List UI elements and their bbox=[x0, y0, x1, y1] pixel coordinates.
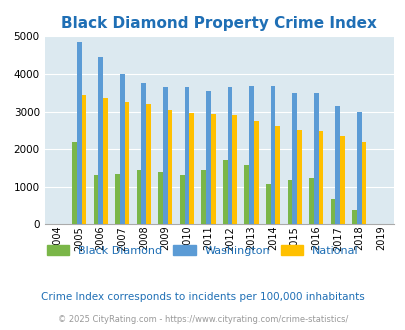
Bar bbox=[308, 178, 313, 224]
Bar bbox=[253, 121, 258, 224]
Bar bbox=[77, 42, 81, 224]
Bar bbox=[124, 102, 129, 224]
Bar bbox=[98, 57, 103, 224]
Bar bbox=[222, 160, 227, 224]
Title: Black Diamond Property Crime Index: Black Diamond Property Crime Index bbox=[61, 16, 376, 31]
Bar bbox=[352, 210, 356, 224]
Bar bbox=[232, 115, 237, 224]
Bar bbox=[179, 176, 184, 224]
Bar bbox=[313, 93, 318, 224]
Bar bbox=[210, 114, 215, 224]
Bar bbox=[94, 176, 98, 224]
Bar bbox=[227, 87, 232, 224]
Bar bbox=[330, 199, 335, 224]
Bar bbox=[136, 170, 141, 224]
Bar bbox=[356, 112, 361, 224]
Bar bbox=[81, 95, 86, 224]
Bar bbox=[167, 110, 172, 224]
Bar bbox=[184, 87, 189, 224]
Bar bbox=[115, 174, 119, 224]
Bar bbox=[361, 142, 366, 224]
Bar bbox=[72, 142, 77, 224]
Bar bbox=[270, 86, 275, 224]
Bar bbox=[249, 86, 253, 224]
Bar bbox=[162, 87, 167, 224]
Bar bbox=[296, 130, 301, 224]
Bar bbox=[158, 172, 162, 224]
Bar bbox=[189, 114, 194, 224]
Bar bbox=[287, 180, 292, 224]
Bar bbox=[119, 74, 124, 224]
Bar bbox=[265, 184, 270, 224]
Bar bbox=[318, 131, 322, 224]
Bar bbox=[335, 106, 339, 224]
Bar bbox=[339, 136, 344, 224]
Bar bbox=[103, 98, 108, 224]
Bar bbox=[146, 104, 151, 224]
Text: © 2025 CityRating.com - https://www.cityrating.com/crime-statistics/: © 2025 CityRating.com - https://www.city… bbox=[58, 315, 347, 324]
Bar bbox=[201, 170, 206, 224]
Bar bbox=[206, 91, 210, 224]
Bar bbox=[244, 165, 249, 224]
Bar bbox=[292, 93, 296, 224]
Legend: Black Diamond, Washington, National: Black Diamond, Washington, National bbox=[43, 240, 362, 260]
Bar bbox=[141, 83, 146, 224]
Text: Crime Index corresponds to incidents per 100,000 inhabitants: Crime Index corresponds to incidents per… bbox=[41, 292, 364, 302]
Bar bbox=[275, 126, 279, 224]
